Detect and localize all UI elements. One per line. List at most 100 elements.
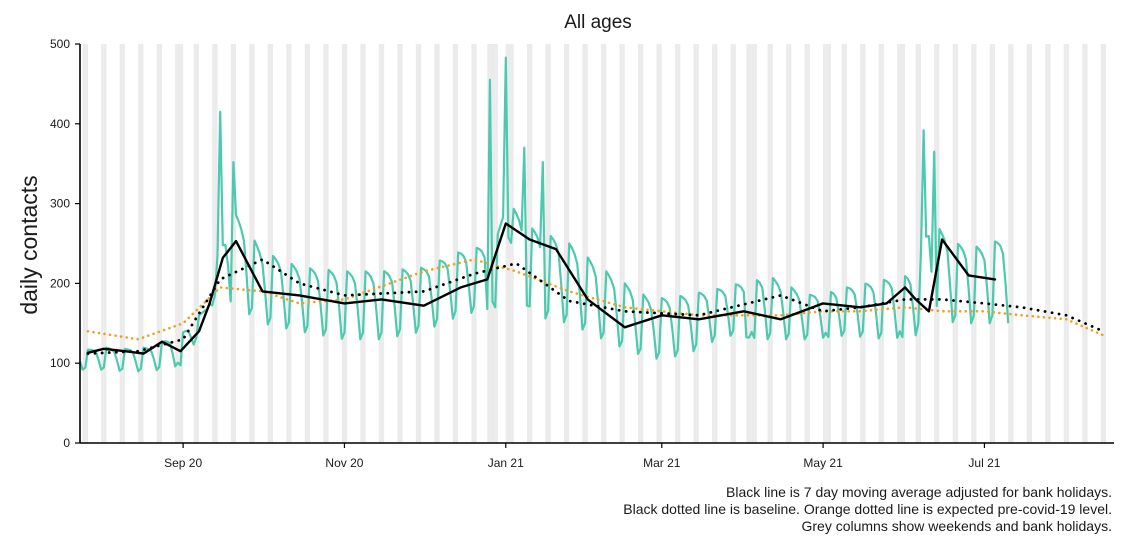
shade-column [119, 44, 123, 443]
shade-column [730, 44, 734, 443]
shade-column [505, 44, 509, 443]
shade-column [545, 44, 549, 443]
shade-column [973, 44, 977, 443]
shade-column [823, 44, 826, 443]
shade-column [582, 44, 586, 443]
series-daily-line [78, 56, 1010, 373]
shade-column [286, 44, 289, 443]
shade-column [288, 44, 292, 443]
shade-column [341, 44, 345, 443]
shade-column [362, 44, 366, 443]
shade-column [175, 44, 178, 443]
shade-column [323, 44, 326, 443]
x-tick-label: May 21 [803, 456, 843, 470]
shade-column [1045, 44, 1048, 443]
shade-column [640, 44, 644, 443]
shade-column [325, 44, 329, 443]
shade-column [1103, 44, 1107, 443]
shade-column [563, 44, 567, 443]
shade-column [952, 44, 956, 443]
y-tick-label: 100 [50, 356, 70, 370]
shade-column [992, 44, 995, 443]
shade-column [1100, 44, 1104, 443]
shade-column [1063, 44, 1067, 443]
shade-column [860, 44, 863, 443]
shade-column [1008, 44, 1011, 443]
y-tick-label: 0 [63, 436, 70, 450]
shade-column [251, 44, 255, 443]
y-axis-label: daily contacts [16, 175, 42, 314]
shade-column [381, 44, 385, 443]
y-tick-label: 200 [50, 276, 70, 290]
shade-column [159, 44, 162, 443]
shade-column [844, 44, 847, 443]
shade-column [804, 44, 808, 443]
y-axis-ticks: 0 100 200 300 400 500 [50, 37, 80, 450]
shade-column [918, 44, 921, 443]
shade-column [1029, 44, 1033, 443]
chart-title: All ages [564, 12, 632, 33]
shade-column [1047, 44, 1051, 443]
shade-column [474, 44, 477, 443]
shade-column [511, 44, 514, 443]
shade-column [786, 44, 789, 443]
shade-column [344, 44, 348, 443]
shade-column [751, 44, 755, 443]
shade-column [807, 44, 810, 443]
shade-column [955, 44, 958, 443]
shade-column [138, 44, 141, 443]
shade-column [415, 44, 419, 443]
shade-column [915, 44, 919, 443]
caption-line-2: Black dotted line is baseline. Orange do… [623, 501, 1112, 517]
shade-column [452, 44, 456, 443]
shade-column [103, 44, 107, 443]
shade-column [619, 44, 623, 443]
x-tick-label: Jul 21 [968, 456, 1000, 470]
caption: Black line is 7 day moving average adjus… [623, 484, 1112, 534]
shade-column [140, 44, 144, 443]
shade-column [492, 44, 496, 443]
shade-column [307, 44, 311, 443]
caption-line-1: Black line is 7 day moving average adjus… [726, 484, 1112, 500]
x-tick-label: Sep 20 [164, 456, 202, 470]
shade-column [897, 44, 900, 443]
y-tick-label: 400 [50, 117, 70, 131]
shade-column [825, 44, 829, 443]
series-moving-average-line [86, 222, 997, 355]
shade-column [989, 44, 993, 443]
shade-column [902, 44, 906, 443]
shade-column [1084, 44, 1088, 443]
shade-column [399, 44, 403, 443]
shade-column [101, 44, 104, 443]
shade-column [455, 44, 459, 443]
shade-column [267, 44, 271, 443]
shade-column [214, 44, 218, 443]
caption-line-3: Grey columns show weekends and bank holi… [801, 518, 1112, 534]
shade-column [180, 44, 184, 443]
shade-column [878, 44, 882, 443]
shade-column [360, 44, 363, 443]
shade-column [754, 44, 757, 443]
shade-column [471, 44, 475, 443]
x-tick-label: Mar 21 [643, 456, 681, 470]
shade-column [378, 44, 382, 443]
shade-column [746, 44, 750, 443]
shade-column [122, 44, 125, 443]
shade-column [637, 44, 641, 443]
shade-column [526, 44, 530, 443]
shade-column [881, 44, 884, 443]
x-tick-label: Nov 20 [325, 456, 363, 470]
shade-column [304, 44, 308, 443]
shade-column [770, 44, 773, 443]
shade-column [733, 44, 736, 443]
shade-column [1010, 44, 1014, 443]
shade-column [418, 44, 422, 443]
shade-column [600, 44, 604, 443]
shade-column [659, 44, 662, 443]
shade-column [437, 44, 440, 443]
shade-column [696, 44, 699, 443]
shade-column [397, 44, 400, 443]
shade-column [85, 44, 88, 443]
series-layer [78, 56, 1105, 373]
